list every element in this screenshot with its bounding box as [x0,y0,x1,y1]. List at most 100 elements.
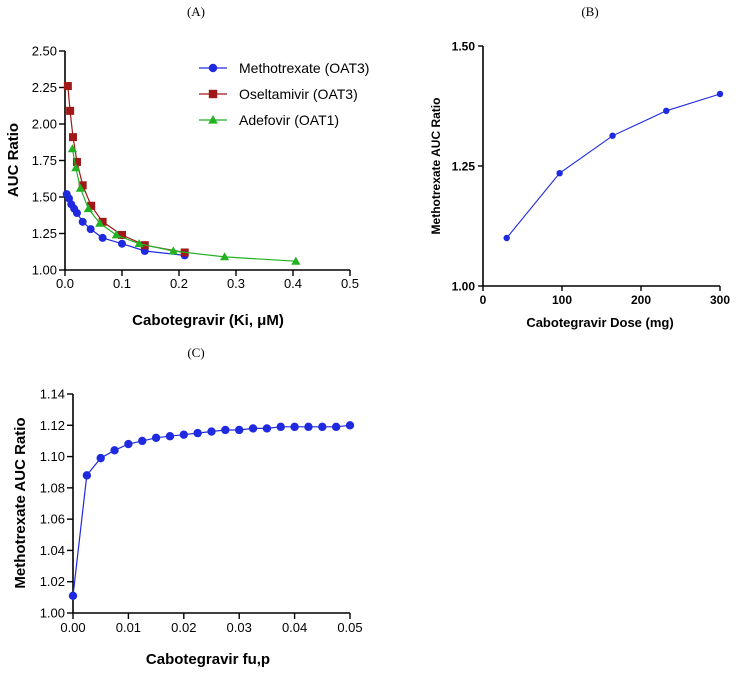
data-point-a-2 [67,144,78,153]
data-point-a-1 [87,201,96,210]
data-point-c-0 [318,422,327,432]
data-point-b-0 [716,90,724,98]
data-point-c-0 [110,446,119,455]
y-axis-title-a: AUC Ratio [5,123,22,197]
chart-c: 1.00 1.02 1.04 1.06 1.08 1.10 1.12 1.14 0.00 0.01… [12,387,363,669]
y-tick-label-a: 2.25 [32,80,57,95]
data-point-c-0 [124,439,133,449]
x-tick-label-c: 0.02 [171,620,196,635]
data-point-c-0 [248,424,258,433]
data-point-c-0 [207,427,216,436]
series-line-b-0 [506,93,721,239]
data-point-b-0 [503,234,510,242]
data-point-c-0 [235,425,244,435]
legend-entry-2: Adefovir (OAT1) [239,112,339,128]
legend-marker-2 [208,115,218,124]
x-tick-label-a: 0.0 [56,276,74,291]
x-tick-label-a: 0.2 [170,276,188,291]
y-tick-label-a: 2.00 [32,117,57,132]
data-point-a-0 [72,209,81,218]
y-tick-label-a: 1.75 [32,153,57,168]
data-point-a-0 [86,225,95,234]
x-tick-label-c: 0.03 [227,620,252,635]
data-point-b-0 [663,107,670,115]
data-point-a-0 [98,233,107,242]
data-point-c-0 [290,422,299,432]
y-tick-label-c: 1.04 [40,543,65,558]
data-point-a-1 [78,181,87,190]
panel-label-a: (A) [187,4,205,19]
data-point-c-0 [331,422,341,432]
y-tick-label-a: 1.50 [32,190,57,205]
data-point-c-0 [82,471,92,480]
y-tick-label-c: 1.10 [40,449,65,464]
x-axis-title-a: Cabotegravir (Ki, μM) [132,312,284,329]
data-point-a-1 [118,230,126,239]
y-tick-label-c: 1.02 [40,574,65,589]
x-tick-label-a: 0.1 [113,276,131,291]
y-axis-title-c: Methotrexate AUC Ratio [12,417,29,588]
data-point-a-2 [75,183,85,192]
series-line-a-1 [67,85,185,254]
y-tick-label-c: 1.06 [40,512,65,527]
legend-marker-0 [208,63,218,73]
data-point-a-2 [95,218,105,227]
data-point-a-0 [78,217,87,226]
legend-marker-1 [208,89,218,99]
x-tick-label-c: 0.00 [60,620,85,635]
data-point-c-0 [179,430,188,439]
data-point-c-0 [96,453,105,463]
legend-entry-1: Oseltamivir (OAT3) [239,86,358,102]
y-axis-title-b: Methotrexate AUC Ratio [429,98,443,235]
data-point-a-1 [68,133,77,142]
y-tick-label-b: 1.00 [452,280,476,294]
panel-label-c: (C) [187,345,204,360]
x-tick-label-a: 0.3 [227,276,245,291]
data-point-b-0 [609,132,616,139]
data-point-b-0 [556,170,563,177]
y-tick-label-c: 1.00 [40,606,65,621]
x-axis-title-b: Cabotegravir Dose (mg) [526,315,673,330]
data-point-a-1 [72,157,81,166]
data-point-c-0 [193,428,202,438]
data-point-a-2 [111,230,121,239]
series-line-a-2 [71,148,296,262]
data-point-a-0 [118,239,126,248]
data-point-c-0 [345,421,355,430]
data-point-a-1 [66,106,75,115]
data-point-c-0 [304,422,313,432]
data-point-a-1 [98,217,107,226]
data-point-a-2 [291,256,301,265]
y-tick-label-a: 1.00 [32,263,57,278]
x-tick-label-a: 0.5 [341,276,359,291]
x-tick-label-b: 300 [710,293,730,307]
data-point-a-2 [220,252,230,261]
x-tick-label-c: 0.01 [116,620,141,635]
x-axis-title-c: Cabotegravir fu,p [146,651,270,668]
x-tick-label-a: 0.4 [284,276,302,291]
data-point-a-2 [83,204,93,213]
y-tick-label-a: 2.50 [32,44,57,59]
chart-b: 1.00 1.25 1.50 0 100 200 300 Cabotegravir Dose … [429,40,730,331]
data-point-a-1 [63,82,72,91]
data-point-a-2 [71,163,81,172]
legend-entry-0: Methotrexate (OAT3) [239,60,369,76]
x-tick-label-c: 0.05 [337,620,362,635]
data-point-c-0 [262,424,272,433]
data-point-c-0 [276,422,285,432]
x-tick-label-b: 100 [552,293,572,307]
x-tick-label-c: 0.04 [282,620,307,635]
data-point-c-0 [165,432,175,441]
data-point-c-0 [138,436,147,446]
data-point-c-0 [151,433,161,442]
data-point-c-0 [68,591,78,600]
y-tick-label-b: 1.50 [452,40,476,54]
chart-a: 1.00 1.25 1.50 1.75 2.00 2.25 2.50 0.0 0.1 0.2 0.3… [5,44,369,330]
data-point-a-2 [168,246,178,255]
y-tick-label-c: 1.12 [40,418,65,433]
data-point-a-2 [134,239,144,248]
x-tick-label-b: 200 [631,293,651,307]
x-tick-label-b: 0 [480,293,487,307]
y-tick-label-a: 1.25 [32,226,57,241]
